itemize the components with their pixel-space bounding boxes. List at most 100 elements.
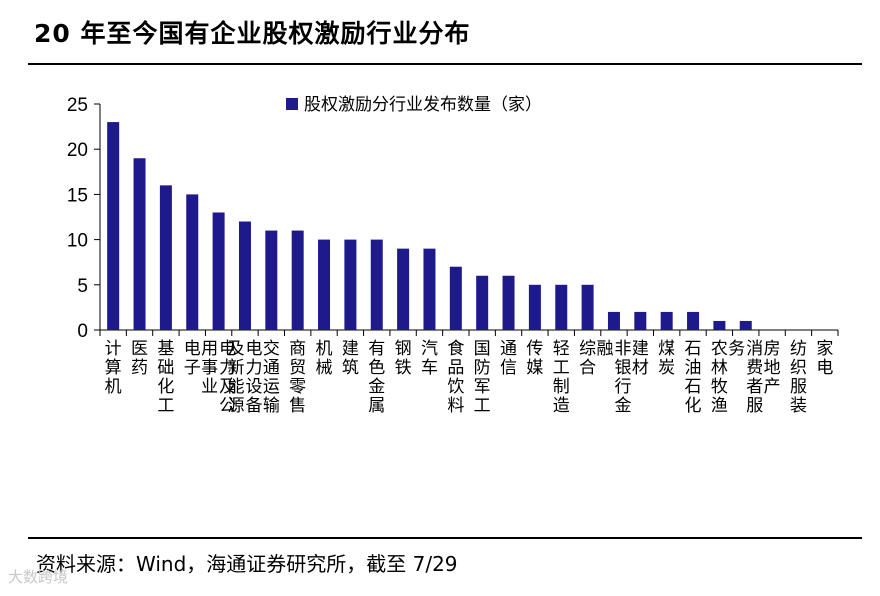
x-category-label: 零 — [289, 377, 306, 397]
x-category-label: 汽 — [421, 339, 438, 359]
x-category-label: 础 — [157, 358, 174, 378]
bar — [607, 311, 620, 330]
x-category-label: 商 — [289, 339, 306, 359]
bar — [107, 122, 120, 330]
x-category-label: 媒 — [526, 358, 543, 378]
top-divider — [28, 63, 862, 65]
x-category-label: 品 — [447, 358, 464, 378]
bar — [713, 320, 726, 330]
x-category-label: 电 — [184, 339, 201, 359]
x-category-label: 材 — [632, 358, 649, 378]
x-category-label: 行 — [614, 377, 631, 397]
x-category-label: 药 — [131, 358, 148, 378]
x-category-label: 建 — [342, 339, 359, 359]
x-category-label: 防 — [474, 358, 491, 378]
x-category-label: 事 — [201, 358, 218, 378]
bottom-divider — [28, 537, 862, 539]
x-category-label: 子 — [184, 358, 201, 378]
bar — [318, 239, 331, 330]
bar — [555, 284, 568, 330]
x-category-label: 备 — [245, 396, 262, 416]
watermark: 大数跨境 — [8, 568, 69, 586]
chart-legend: 股权激励分行业发布数量（家） — [286, 95, 542, 115]
bar — [186, 194, 199, 330]
x-category-label: 饮 — [447, 377, 464, 397]
x-category-label: 钢 — [395, 339, 412, 359]
x-category-label: 工 — [157, 396, 174, 416]
x-category-label: 色 — [368, 358, 385, 378]
x-category-label: 金 — [614, 396, 631, 416]
x-category-label: 交 — [263, 339, 280, 359]
bar — [634, 311, 647, 330]
x-category-label: 料 — [447, 396, 464, 416]
x-category-label: 业 — [201, 377, 218, 397]
x-category-label: 属 — [368, 396, 385, 416]
x-category-label: 通 — [263, 358, 280, 378]
x-category-label: 贸 — [289, 358, 306, 378]
bar — [476, 275, 489, 330]
x-category-label: 电 — [219, 339, 236, 359]
y-tick-label: 20 — [67, 140, 88, 161]
x-category-label: 军 — [474, 377, 491, 397]
x-category-label: 造 — [553, 396, 570, 416]
x-category-label: 轻 — [553, 339, 570, 359]
bar — [133, 158, 146, 330]
x-category-label: 信 — [500, 358, 517, 378]
x-category-label: 服 — [790, 377, 807, 397]
bar — [739, 320, 752, 330]
x-category-label: 食 — [447, 339, 464, 359]
x-category-label: 服 — [746, 396, 763, 416]
x-category-label: 合 — [579, 358, 596, 378]
bar — [344, 239, 357, 330]
x-category-label: 化 — [685, 396, 702, 416]
bar — [449, 266, 462, 330]
x-category-label: 牧 — [711, 377, 728, 397]
x-category-label: 油 — [685, 358, 702, 378]
x-category-label: 地 — [764, 358, 781, 378]
x-category-label: 金 — [368, 377, 385, 397]
y-tick-label: 25 — [67, 95, 88, 116]
x-category-label: 石 — [685, 377, 702, 397]
x-category-label: 渔 — [711, 396, 728, 416]
x-category-label: 基 — [157, 339, 174, 359]
x-category-label: 传 — [526, 339, 543, 359]
x-category-label: 械 — [316, 358, 333, 378]
x-category-label: 者 — [746, 377, 763, 397]
y-tick-label: 10 — [67, 231, 88, 252]
x-category-label: 消 — [746, 339, 763, 359]
bar — [502, 275, 515, 330]
x-category-label: 房 — [764, 339, 781, 359]
bar — [687, 311, 700, 330]
x-category-label: 工 — [474, 396, 491, 416]
x-category-label: 电 — [245, 339, 262, 359]
x-category-label: 有 — [368, 339, 385, 359]
bar — [397, 248, 410, 330]
x-category-label: 售 — [289, 396, 306, 416]
bar — [660, 311, 673, 330]
x-category-label: 化 — [157, 377, 174, 397]
x-category-label: 能 — [227, 377, 244, 397]
bar — [528, 284, 541, 330]
x-category-label: 力 — [219, 358, 236, 378]
bar — [370, 239, 383, 330]
x-category-label: 织 — [790, 358, 807, 378]
x-category-label: 农 — [711, 339, 728, 359]
x-category-label: 医 — [131, 339, 148, 359]
x-category-label: 电 — [816, 358, 833, 378]
x-category-label: 工 — [553, 358, 570, 378]
x-category-label: 产 — [764, 377, 781, 397]
y-tick-label: 15 — [67, 185, 88, 206]
bar — [212, 212, 225, 330]
x-category-label: 费 — [746, 358, 763, 378]
x-category-label: 建 — [632, 339, 649, 359]
x-category-label: 机 — [105, 377, 122, 397]
x-category-label: 机 — [316, 339, 333, 359]
x-category-label: 务 — [728, 339, 745, 359]
x-category-label: 算 — [105, 358, 122, 378]
bar — [291, 230, 304, 330]
x-category-label: 力 — [245, 358, 262, 378]
x-category-label: 计 — [105, 339, 122, 359]
x-category-label: 及 — [227, 339, 244, 359]
x-category-label: 通 — [500, 339, 517, 359]
